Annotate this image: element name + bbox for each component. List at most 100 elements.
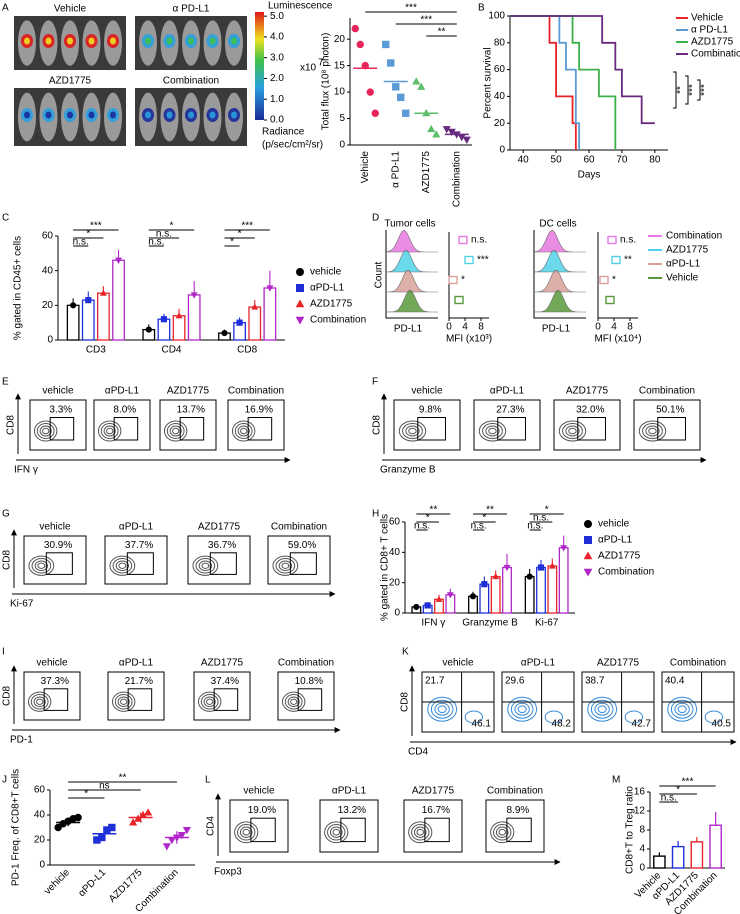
quadrant-percent: 48.2	[552, 719, 572, 730]
signal	[88, 111, 95, 119]
contour	[272, 555, 299, 576]
contour	[495, 826, 509, 838]
gate-percent: 19.0%	[248, 805, 276, 816]
contour	[562, 423, 583, 439]
gate	[213, 688, 239, 711]
marker	[492, 572, 500, 580]
significance-label: *	[545, 505, 549, 516]
image-label: AZD1775	[49, 76, 92, 87]
gate-percent: 30.9%	[44, 540, 72, 551]
marker	[85, 297, 92, 304]
survival-curve	[510, 15, 581, 150]
contour	[112, 558, 133, 574]
flow-plot	[393, 399, 461, 451]
x-tick-label: 0	[595, 322, 601, 333]
panel-letter: B	[478, 3, 485, 14]
colorbar-tick-label: 0.0	[270, 115, 284, 126]
contour	[427, 696, 458, 722]
contour	[667, 696, 698, 722]
x-tick-label: Granzyme B	[462, 618, 518, 629]
legend-label: Combination	[598, 567, 654, 578]
signal	[188, 37, 194, 45]
signal	[45, 37, 52, 45]
contour	[324, 821, 349, 844]
contour	[558, 420, 587, 442]
contour	[498, 828, 506, 836]
y-tick-label: 20	[494, 118, 506, 129]
signal	[166, 37, 173, 45]
x-axis-label: Foxp3	[214, 867, 242, 878]
legend-label: αPD-L1	[598, 535, 633, 546]
y-tick-label: 40	[389, 547, 401, 558]
marker	[382, 40, 390, 49]
legend-label: α PD-L1	[691, 25, 728, 36]
y-tick-label: 16	[634, 787, 646, 798]
contour	[197, 691, 222, 712]
marker	[351, 24, 359, 33]
flow-plot	[553, 399, 621, 451]
x-tick-label: AZD1775	[107, 867, 145, 905]
bar	[524, 575, 535, 614]
bar	[502, 566, 512, 614]
significance-label: n.s.	[471, 235, 487, 246]
x-tick-label: Combination	[451, 151, 462, 207]
flow-plot	[193, 671, 251, 721]
contour	[117, 696, 130, 708]
survival-curve	[510, 15, 577, 150]
contour	[327, 823, 346, 841]
marker	[145, 326, 152, 333]
plot-title: AZD1775	[167, 386, 210, 397]
x-tick-label: vehicle	[42, 867, 72, 897]
legend-label: Vehicle	[666, 273, 699, 284]
gate-percent: 13.2%	[338, 805, 366, 816]
quadrant-percent: 40.4	[665, 676, 685, 687]
contour	[408, 427, 417, 435]
significance-label: n.s.	[533, 513, 549, 524]
marker	[424, 602, 431, 609]
panel-title: Tumor cells	[384, 219, 435, 230]
plot-title: Combination	[278, 658, 334, 669]
marker	[266, 285, 274, 292]
x-axis-label: Days	[578, 170, 601, 181]
histogram	[533, 270, 586, 293]
contour	[402, 423, 423, 439]
marker	[99, 289, 107, 296]
y-tick-label: 60	[494, 64, 506, 75]
legend-label: αPD-L1	[310, 283, 345, 294]
gate-percent: 37.3%	[41, 676, 69, 687]
mfi-box	[464, 255, 474, 265]
marker	[160, 316, 168, 323]
marker	[221, 329, 228, 337]
marker	[583, 551, 593, 560]
contour	[103, 425, 116, 437]
plot-title: AZD1775	[201, 658, 244, 669]
plot-title: αPD-L1	[332, 786, 367, 797]
signal	[110, 111, 116, 119]
mfi-box	[599, 275, 609, 285]
panel-letter: L	[205, 775, 211, 786]
gate	[209, 552, 237, 575]
significance-bracket	[673, 71, 677, 109]
marker	[446, 592, 454, 599]
gate	[289, 552, 317, 575]
contour	[239, 826, 253, 838]
plot-title: αPD-L1	[490, 386, 525, 397]
contour	[118, 562, 127, 569]
colorbar-tick-label: 4.0	[270, 32, 284, 43]
contour	[482, 423, 503, 439]
x-axis-label: IFN γ	[14, 465, 38, 476]
contour	[242, 828, 250, 836]
contour	[517, 705, 527, 714]
contour	[28, 555, 55, 576]
significance-label: ***	[420, 15, 432, 26]
signal	[45, 111, 52, 119]
gate	[126, 552, 154, 575]
gate	[297, 688, 323, 711]
contour	[109, 555, 136, 576]
gate-percent: 21.7%	[125, 676, 153, 687]
y-tick-label: 40	[34, 810, 46, 821]
significance-label: *	[170, 221, 174, 232]
significance-label: n.s.	[148, 237, 164, 248]
y-tick-label: 100	[488, 11, 505, 22]
